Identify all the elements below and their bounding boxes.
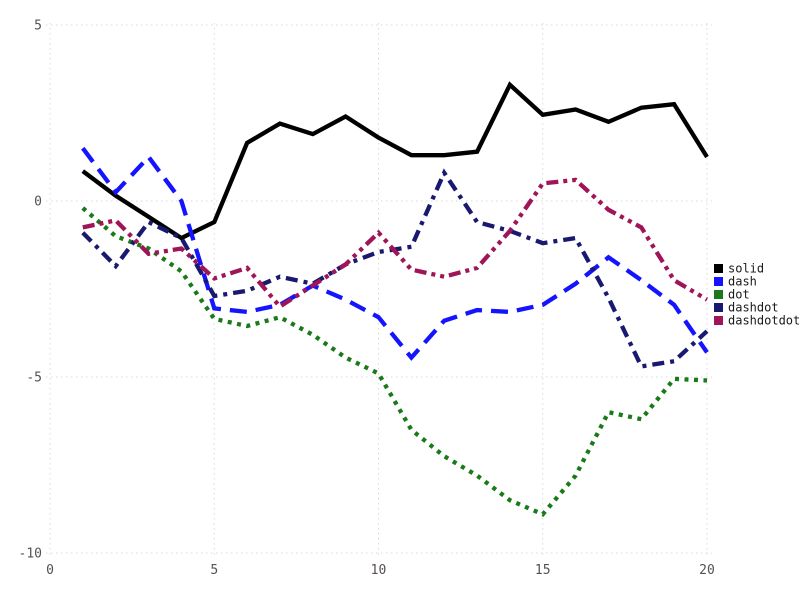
legend-swatch-dashdotdot	[714, 316, 723, 325]
series-line-dash	[81, 146, 709, 361]
x-tick-label-15: 15	[535, 563, 551, 578]
legend-swatch-dot	[714, 290, 723, 299]
legend-swatch-dash	[714, 277, 723, 286]
legend-swatch-solid	[714, 264, 723, 273]
x-tick-label-5: 5	[210, 563, 218, 578]
y-tick-label--10: -10	[19, 547, 42, 562]
y-tick-label-0: 0	[34, 195, 42, 210]
legend-label-dot: dot	[728, 288, 750, 302]
legend-label-dashdot: dashdot	[728, 301, 779, 315]
series-line-dot	[81, 206, 708, 517]
series-line-solid	[81, 81, 709, 241]
x-tick-label-10: 10	[371, 563, 387, 578]
legend-label-dashdotdot: dashdotdot	[728, 314, 800, 328]
series-line-dashdotdot	[82, 177, 709, 310]
y-tick-label-5: 5	[34, 19, 42, 34]
x-tick-label-20: 20	[699, 563, 715, 578]
y-tick-label--5: -5	[26, 371, 42, 386]
legend-label-dash: dash	[728, 275, 757, 289]
legend-swatch-dashdot	[714, 303, 723, 312]
x-tick-label-0: 0	[46, 563, 54, 578]
legend-label-solid: solid	[728, 262, 764, 276]
